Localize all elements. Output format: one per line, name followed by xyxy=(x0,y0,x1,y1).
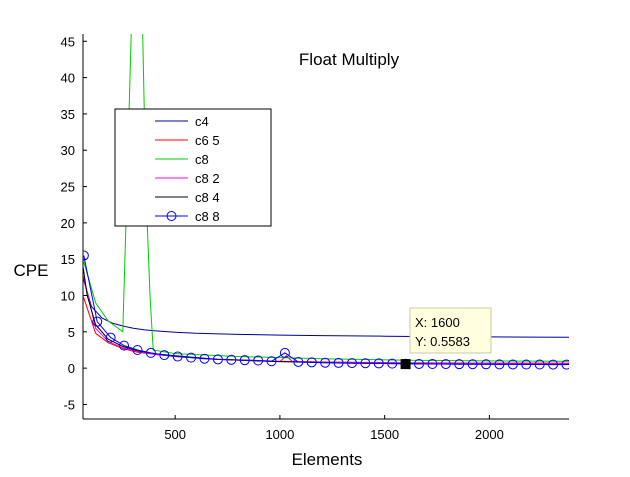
y-axis-label: CPE xyxy=(14,261,49,280)
datatip-box xyxy=(409,307,492,354)
data-point[interactable] xyxy=(253,355,264,366)
data-point[interactable] xyxy=(360,358,371,369)
legend-entry: c8 xyxy=(195,152,209,167)
datatip-x-label: X: 1600 xyxy=(415,315,460,330)
series-line-c4[interactable] xyxy=(83,277,569,338)
legend-entry: c8 2 xyxy=(195,171,220,186)
data-point[interactable] xyxy=(548,359,559,370)
data-point[interactable] xyxy=(521,359,532,370)
datatip-marker xyxy=(400,359,411,370)
plot-area[interactable]: -5 0 5 10 15 20 25 30 35 40 45 500 1000 1500 2000 xyxy=(61,20,571,443)
data-point[interactable] xyxy=(266,356,277,367)
data-point[interactable] xyxy=(534,359,545,370)
y-tick-label: 30 xyxy=(61,143,75,158)
data-point[interactable] xyxy=(293,356,304,367)
data-point[interactable] xyxy=(467,359,478,370)
y-tick-label: 35 xyxy=(61,107,75,122)
y-tick-label: -5 xyxy=(63,397,75,412)
series-line-c8-4[interactable] xyxy=(83,266,569,365)
data-point[interactable] xyxy=(239,355,250,366)
datatip[interactable]: X: 1600 Y: 0.5583 xyxy=(400,307,492,370)
y-tick-label: 45 xyxy=(61,34,75,49)
legend-entry: c4 xyxy=(195,114,209,129)
data-point[interactable] xyxy=(226,354,237,365)
x-tick-label: 2000 xyxy=(475,427,504,442)
data-point[interactable] xyxy=(414,358,425,369)
data-point[interactable] xyxy=(440,359,451,370)
legend-entry: c8 4 xyxy=(195,190,220,205)
series-line-c8-8[interactable] xyxy=(83,255,567,366)
data-point[interactable] xyxy=(132,344,143,355)
data-point[interactable] xyxy=(119,340,130,351)
data-point[interactable] xyxy=(333,357,344,368)
data-point[interactable] xyxy=(454,359,465,370)
data-point[interactable] xyxy=(79,250,89,261)
x-axis-label: Elements xyxy=(292,450,363,469)
legend-entry: c8 8 xyxy=(195,209,220,224)
data-point[interactable] xyxy=(172,351,183,362)
y-tick-label: 0 xyxy=(68,361,75,376)
chart-title: Float Multiply xyxy=(299,50,400,69)
x-tick-label: 1500 xyxy=(370,427,399,442)
data-point[interactable] xyxy=(186,352,197,363)
x-tick-label: 1000 xyxy=(265,427,294,442)
data-point[interactable] xyxy=(507,359,518,370)
y-tick-label: 40 xyxy=(61,71,75,86)
y-tick-label: 15 xyxy=(61,252,75,267)
data-point[interactable] xyxy=(494,359,505,370)
data-point[interactable] xyxy=(159,350,170,361)
series-line-c6-5[interactable] xyxy=(83,295,569,364)
y-tick-label: 10 xyxy=(61,289,75,304)
data-point[interactable] xyxy=(212,354,223,365)
x-tick-label: 500 xyxy=(164,427,186,442)
data-point[interactable] xyxy=(145,347,156,358)
data-point[interactable] xyxy=(320,357,331,368)
data-point[interactable] xyxy=(481,359,492,370)
legend[interactable]: c4 c6 5 c8 c8 2 c8 4 c8 8 xyxy=(114,108,272,227)
data-point[interactable] xyxy=(373,358,384,369)
data-point[interactable] xyxy=(105,332,116,343)
legend-box xyxy=(114,108,272,227)
y-tick-label: 25 xyxy=(61,180,75,195)
data-point[interactable] xyxy=(306,357,317,368)
data-point[interactable] xyxy=(346,358,357,369)
data-point[interactable] xyxy=(92,316,103,327)
y-tick-label: 5 xyxy=(68,325,75,340)
y-tick-label: 20 xyxy=(61,216,75,231)
data-point[interactable] xyxy=(199,353,210,364)
data-point[interactable] xyxy=(561,359,571,370)
legend-entry: c6 5 xyxy=(195,133,220,148)
legend-marker xyxy=(166,211,177,221)
datatip-y-label: Y: 0.5583 xyxy=(415,334,470,349)
data-point[interactable] xyxy=(279,347,290,358)
series-group xyxy=(79,34,571,370)
data-point[interactable] xyxy=(427,359,438,370)
data-point[interactable] xyxy=(387,358,398,369)
